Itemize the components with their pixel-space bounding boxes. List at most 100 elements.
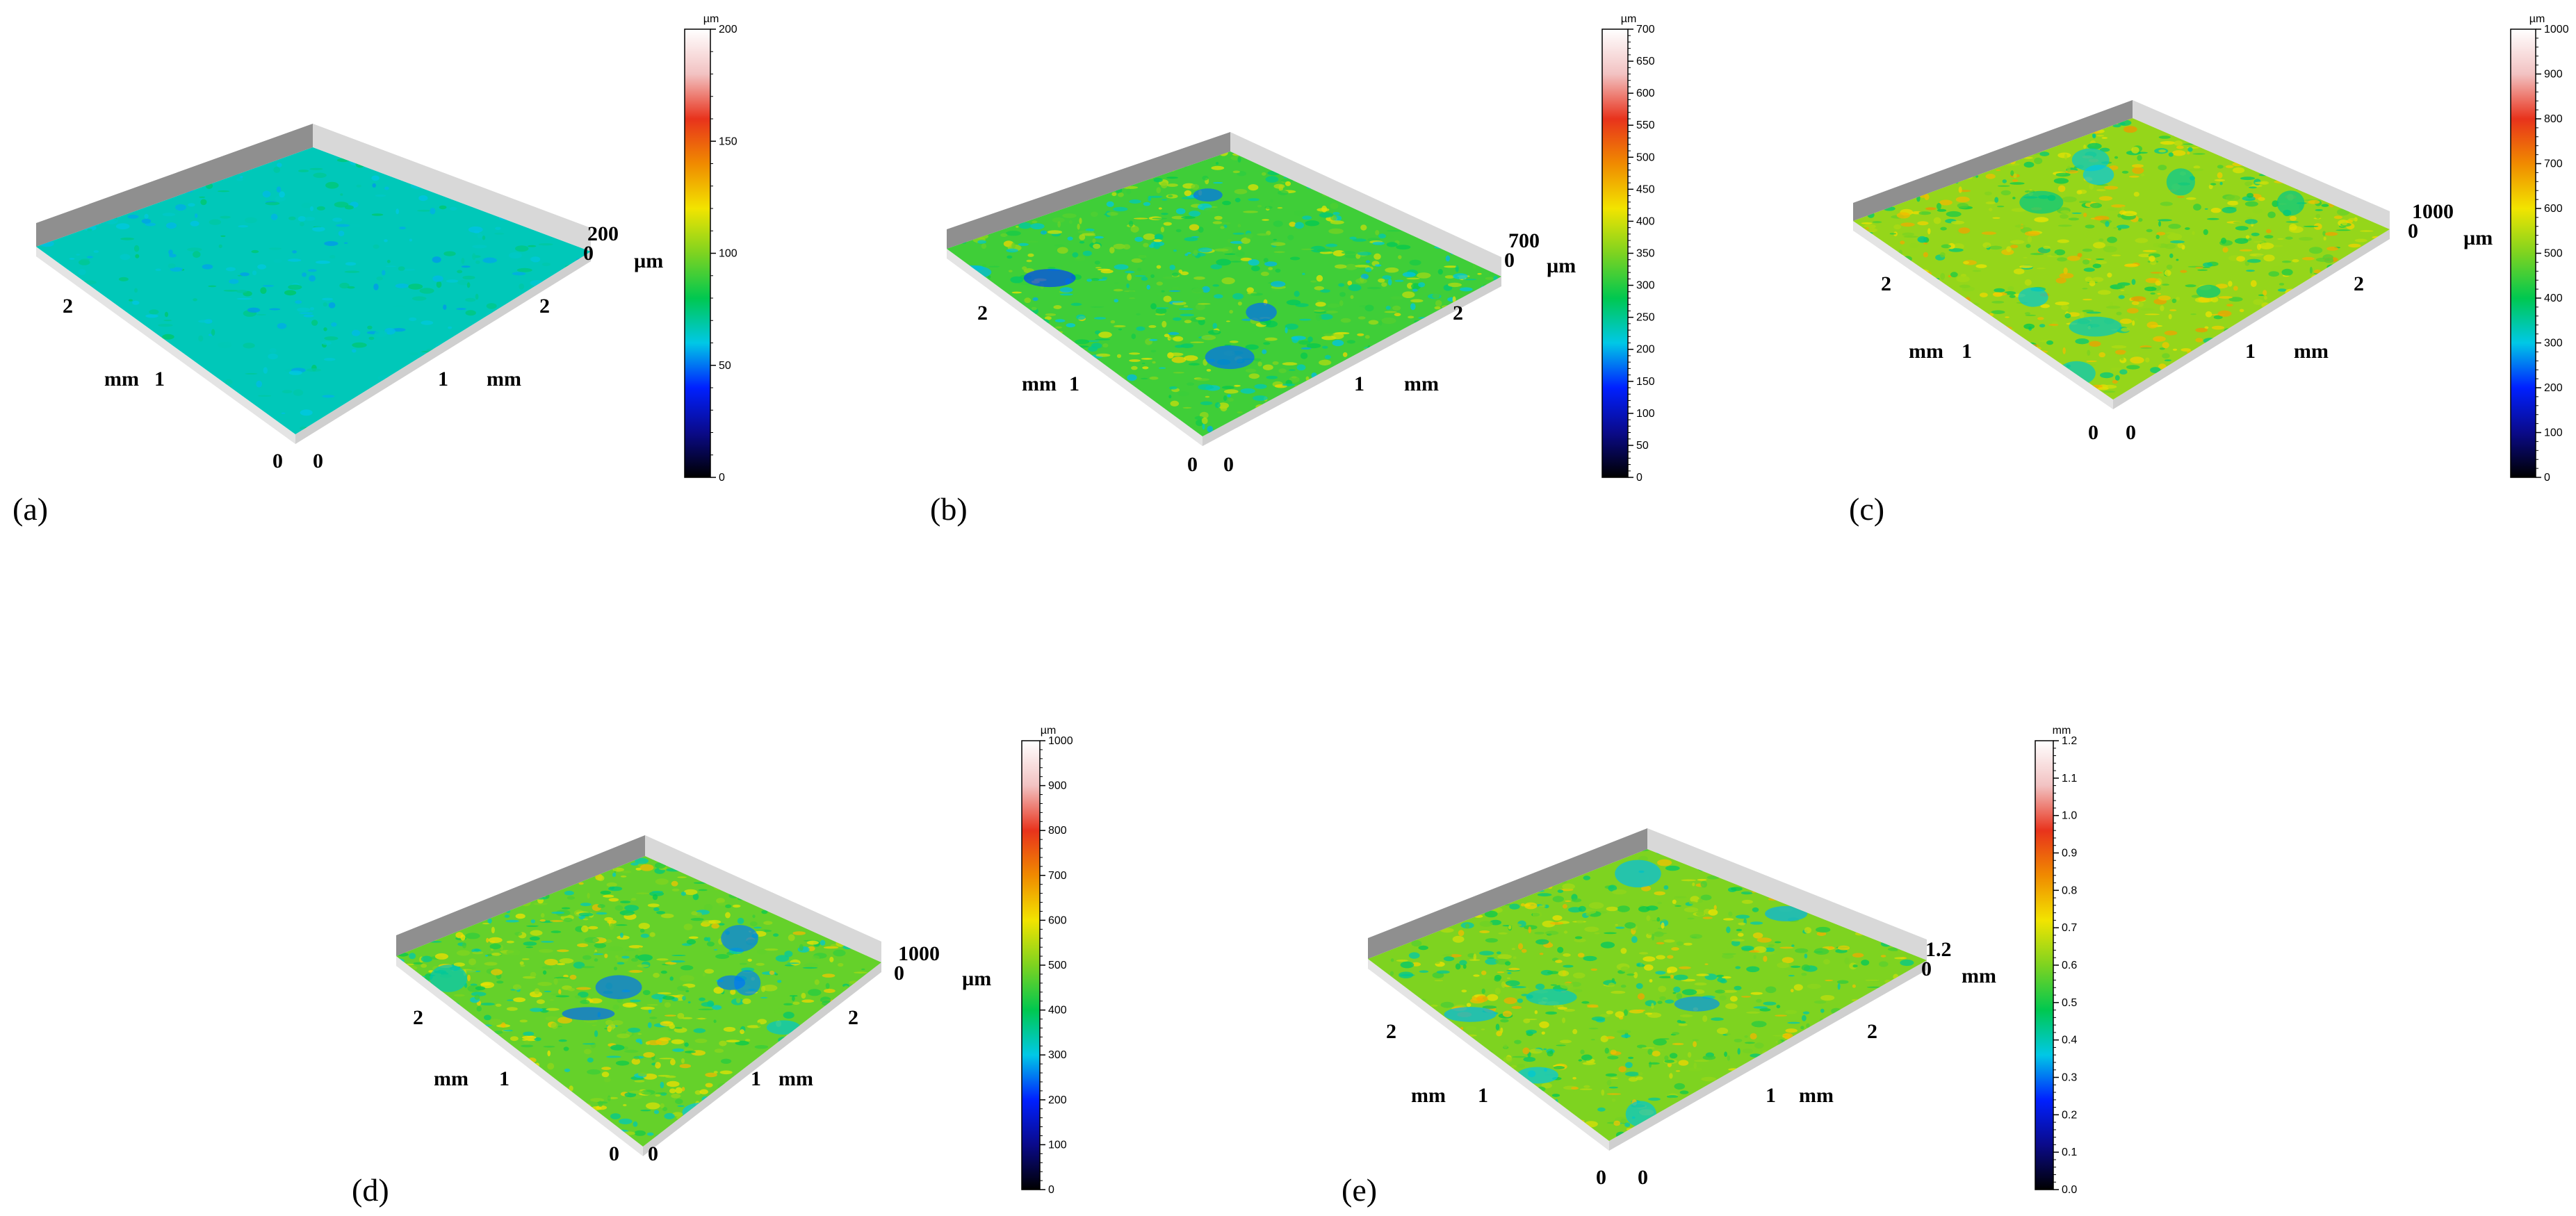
colorbar-unit: µm	[1041, 725, 1057, 737]
y-axis-unit: mm	[1022, 372, 1057, 395]
x-axis-tick-2: 2	[539, 295, 550, 318]
colorbar-tick-label: 250	[1636, 312, 1655, 324]
height-map-surface	[36, 147, 591, 434]
colorbar-tick-label: 450	[1636, 183, 1655, 195]
height-map-surface	[1368, 849, 1927, 1141]
colorbar-tick-label: 200	[719, 24, 737, 35]
colorbar-gradient	[2510, 28, 2536, 478]
colorbar-tick-label: 550	[1636, 120, 1655, 131]
x-axis-tick-2: 2	[2354, 272, 2364, 295]
colorbar-tick-label: 200	[2544, 382, 2563, 394]
z-axis-zero-label: 0	[1921, 958, 1932, 980]
colorbar-tick-label: 0.2	[2062, 1109, 2077, 1121]
colorbar-tick-label: 0.9	[2062, 848, 2077, 860]
y-axis-tick-1: 1	[1069, 372, 1079, 395]
base-front-right	[2113, 229, 2390, 409]
colorbar-tick-label: 0	[719, 472, 725, 484]
colorbar-unit: µm	[2529, 13, 2545, 25]
y-axis-tick-0: 0	[1187, 453, 1198, 476]
x-axis-tick-0: 0	[648, 1142, 658, 1165]
colorbar-tick-label: 500	[1636, 151, 1655, 163]
colorbar-tick-label: 800	[1048, 825, 1067, 837]
colorbar-tick-label: 900	[1048, 780, 1067, 792]
colorbar-tick-label: 600	[2544, 203, 2563, 215]
height-map-surface	[947, 151, 1501, 436]
back-wall-left	[36, 124, 313, 247]
x-axis-tick-0: 0	[1638, 1166, 1648, 1189]
y-axis-tick-2: 2	[1386, 1020, 1396, 1043]
colorbar-gradient	[2035, 740, 2054, 1190]
z-axis-max-label: 200	[587, 222, 619, 245]
x-axis-tick-0: 0	[1223, 453, 1234, 476]
colorbar: mm 0.0 0.1 0.2 0.3 0.4 0.5 0.6 0.7 0.8 0.9 1.0 1.1 1.…	[2035, 725, 2077, 1196]
y-axis-tick-2: 2	[63, 295, 73, 318]
colorbar-tick-label: 400	[2544, 293, 2563, 304]
colorbar-tick-label: 300	[1048, 1049, 1067, 1061]
colorbar-tick-label: 0.7	[2062, 922, 2077, 934]
x-axis-unit: mm	[778, 1067, 813, 1090]
base-front-right	[643, 962, 881, 1156]
colorbar-tick-label: 150	[1636, 376, 1655, 388]
colorbar-tick-label: 200	[1636, 344, 1655, 356]
colorbar-tick-label: 350	[1636, 248, 1655, 260]
back-wall-right	[1647, 828, 1927, 960]
colorbar-tick-label: 600	[1048, 914, 1067, 926]
y-axis-tick-1: 1	[154, 368, 165, 391]
y-axis-unit: mm	[104, 368, 139, 391]
colorbar: µm 0 50 100 150 200 250 300 350 400 450 500 550 600 65…	[1601, 13, 1655, 484]
back-wall-left	[947, 132, 1230, 249]
back-wall-right	[2133, 100, 2390, 229]
back-wall-left	[1368, 828, 1647, 959]
colorbar: µm 0 50 100 150 200	[684, 13, 737, 484]
x-axis-tick-1: 1	[1766, 1084, 1776, 1107]
x-axis-unit: mm	[487, 368, 521, 391]
base-front-left	[947, 249, 1203, 446]
z-axis-zero-label: 0	[2408, 220, 2418, 243]
colorbar-tick-label: 0.1	[2062, 1147, 2077, 1158]
colorbar-unit: µm	[1621, 13, 1637, 25]
z-axis-max-label: 1.2	[1925, 938, 1952, 961]
colorbar-tick-label: 500	[1048, 960, 1067, 971]
colorbar-tick-label: 0.0	[2062, 1184, 2077, 1196]
y-axis-tick-2: 2	[413, 1006, 423, 1029]
y-axis-tick-0: 0	[272, 450, 283, 473]
y-axis-tick-0: 0	[2088, 421, 2098, 444]
back-wall-right	[1230, 132, 1501, 277]
base-front-right	[295, 252, 591, 444]
y-axis-tick-1: 1	[1962, 340, 1972, 363]
back-wall-right	[313, 124, 591, 252]
colorbar-tick-label: 50	[1636, 440, 1649, 452]
colorbar-tick-label: 0.3	[2062, 1072, 2077, 1084]
x-axis-unit: mm	[2294, 340, 2329, 363]
y-axis-tick-0: 0	[609, 1142, 619, 1165]
height-map-surface	[1853, 118, 2390, 400]
x-axis-tick-1: 1	[751, 1067, 761, 1090]
z-axis-max-label: 700	[1508, 229, 1540, 252]
z-axis-zero-label: 0	[583, 242, 594, 265]
colorbar-tick-label: 0.4	[2062, 1035, 2077, 1046]
y-axis-tick-0: 0	[1596, 1166, 1606, 1189]
colorbar-tick-label: 700	[2544, 158, 2563, 170]
x-axis-tick-1: 1	[2245, 340, 2256, 363]
x-axis-unit: mm	[1799, 1084, 1834, 1107]
base-front-right	[1203, 277, 1501, 446]
colorbar-tick-label: 0	[2544, 472, 2550, 484]
colorbar-tick-label: 0.8	[2062, 885, 2077, 896]
panel-label: (e)	[1342, 1172, 1377, 1208]
base-front-left	[396, 956, 643, 1156]
colorbar-tick-label: 50	[719, 360, 731, 372]
base-front-left	[1853, 221, 2113, 409]
colorbar-tick-label: 0	[1048, 1184, 1054, 1196]
colorbar-unit: µm	[703, 13, 719, 25]
z-axis-unit: µm	[634, 249, 663, 272]
colorbar-tick-label: 1000	[2544, 24, 2569, 35]
colorbar-tick-label: 1.1	[2062, 773, 2077, 784]
colorbar-tick-label: 0	[1636, 472, 1642, 484]
panel-label: (c)	[1849, 491, 1884, 527]
colorbar-tick-label: 300	[1636, 280, 1655, 292]
colorbar-tick-label: 1000	[1048, 735, 1073, 747]
